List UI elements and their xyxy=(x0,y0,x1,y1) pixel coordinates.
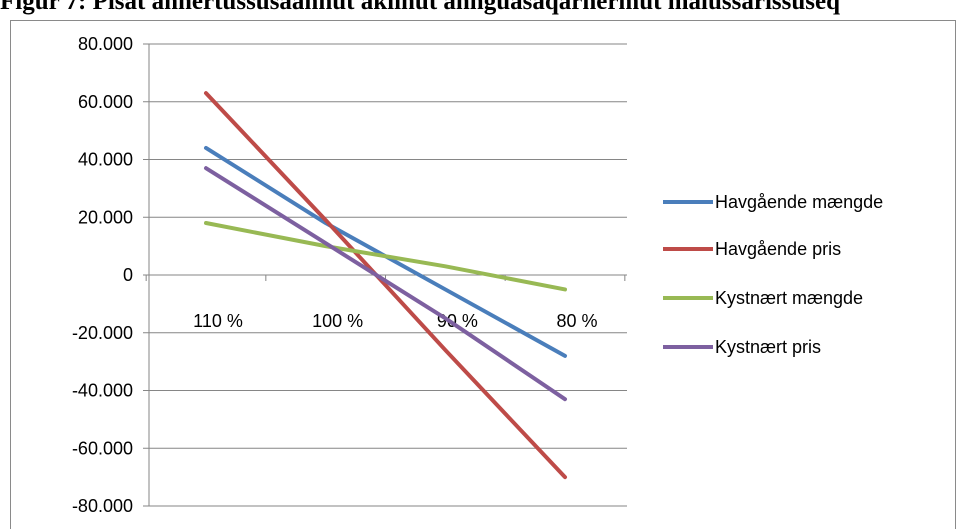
x-tick-label: 80 % xyxy=(556,311,597,331)
series-line-4 xyxy=(204,166,567,402)
legend-label: Kystnært mængde xyxy=(715,288,863,308)
y-tick-label: 40.000 xyxy=(78,150,133,170)
line-chart: 80.000 60.000 40.000 20.000 0 -20.000 -40.000 -… xyxy=(72,34,883,516)
y-tick-label: -40.000 xyxy=(72,381,133,401)
axes xyxy=(143,43,627,507)
chart-title: Figur 7: Pisat annertussusaannut akiinut… xyxy=(0,0,841,15)
y-tick-label: 60.000 xyxy=(78,92,133,112)
series-lines xyxy=(204,91,567,480)
y-axis-ticks: 80.000 60.000 40.000 20.000 0 -20.000 -40.000 -… xyxy=(72,34,133,516)
series-line-1 xyxy=(204,145,567,358)
y-tick-label: 0 xyxy=(123,265,133,285)
legend-label: Kystnært pris xyxy=(715,337,821,357)
series-line-2 xyxy=(204,91,567,480)
y-tick-label: 80.000 xyxy=(78,34,133,54)
series-line-3 xyxy=(204,221,567,292)
chart-area: 80.000 60.000 40.000 20.000 0 -20.000 -40.000 -… xyxy=(10,20,956,529)
y-tick-label: -80.000 xyxy=(72,496,133,516)
y-tick-label: -20.000 xyxy=(72,323,133,343)
x-axis-ticks: 110 % 100 % 90 % 80 % xyxy=(193,311,597,331)
x-tick-label: 100 % xyxy=(312,311,363,331)
y-tick-label: -60.000 xyxy=(72,438,133,458)
legend-label: Havgående mængde xyxy=(715,192,883,212)
legend: Havgående mængde Havgående pris Kystnært m… xyxy=(663,192,883,357)
legend-label: Havgående pris xyxy=(715,239,841,259)
y-tick-label: 20.000 xyxy=(78,207,133,227)
x-tick-label: 110 % xyxy=(193,311,243,331)
x-tick-label: 90 % xyxy=(437,311,478,331)
